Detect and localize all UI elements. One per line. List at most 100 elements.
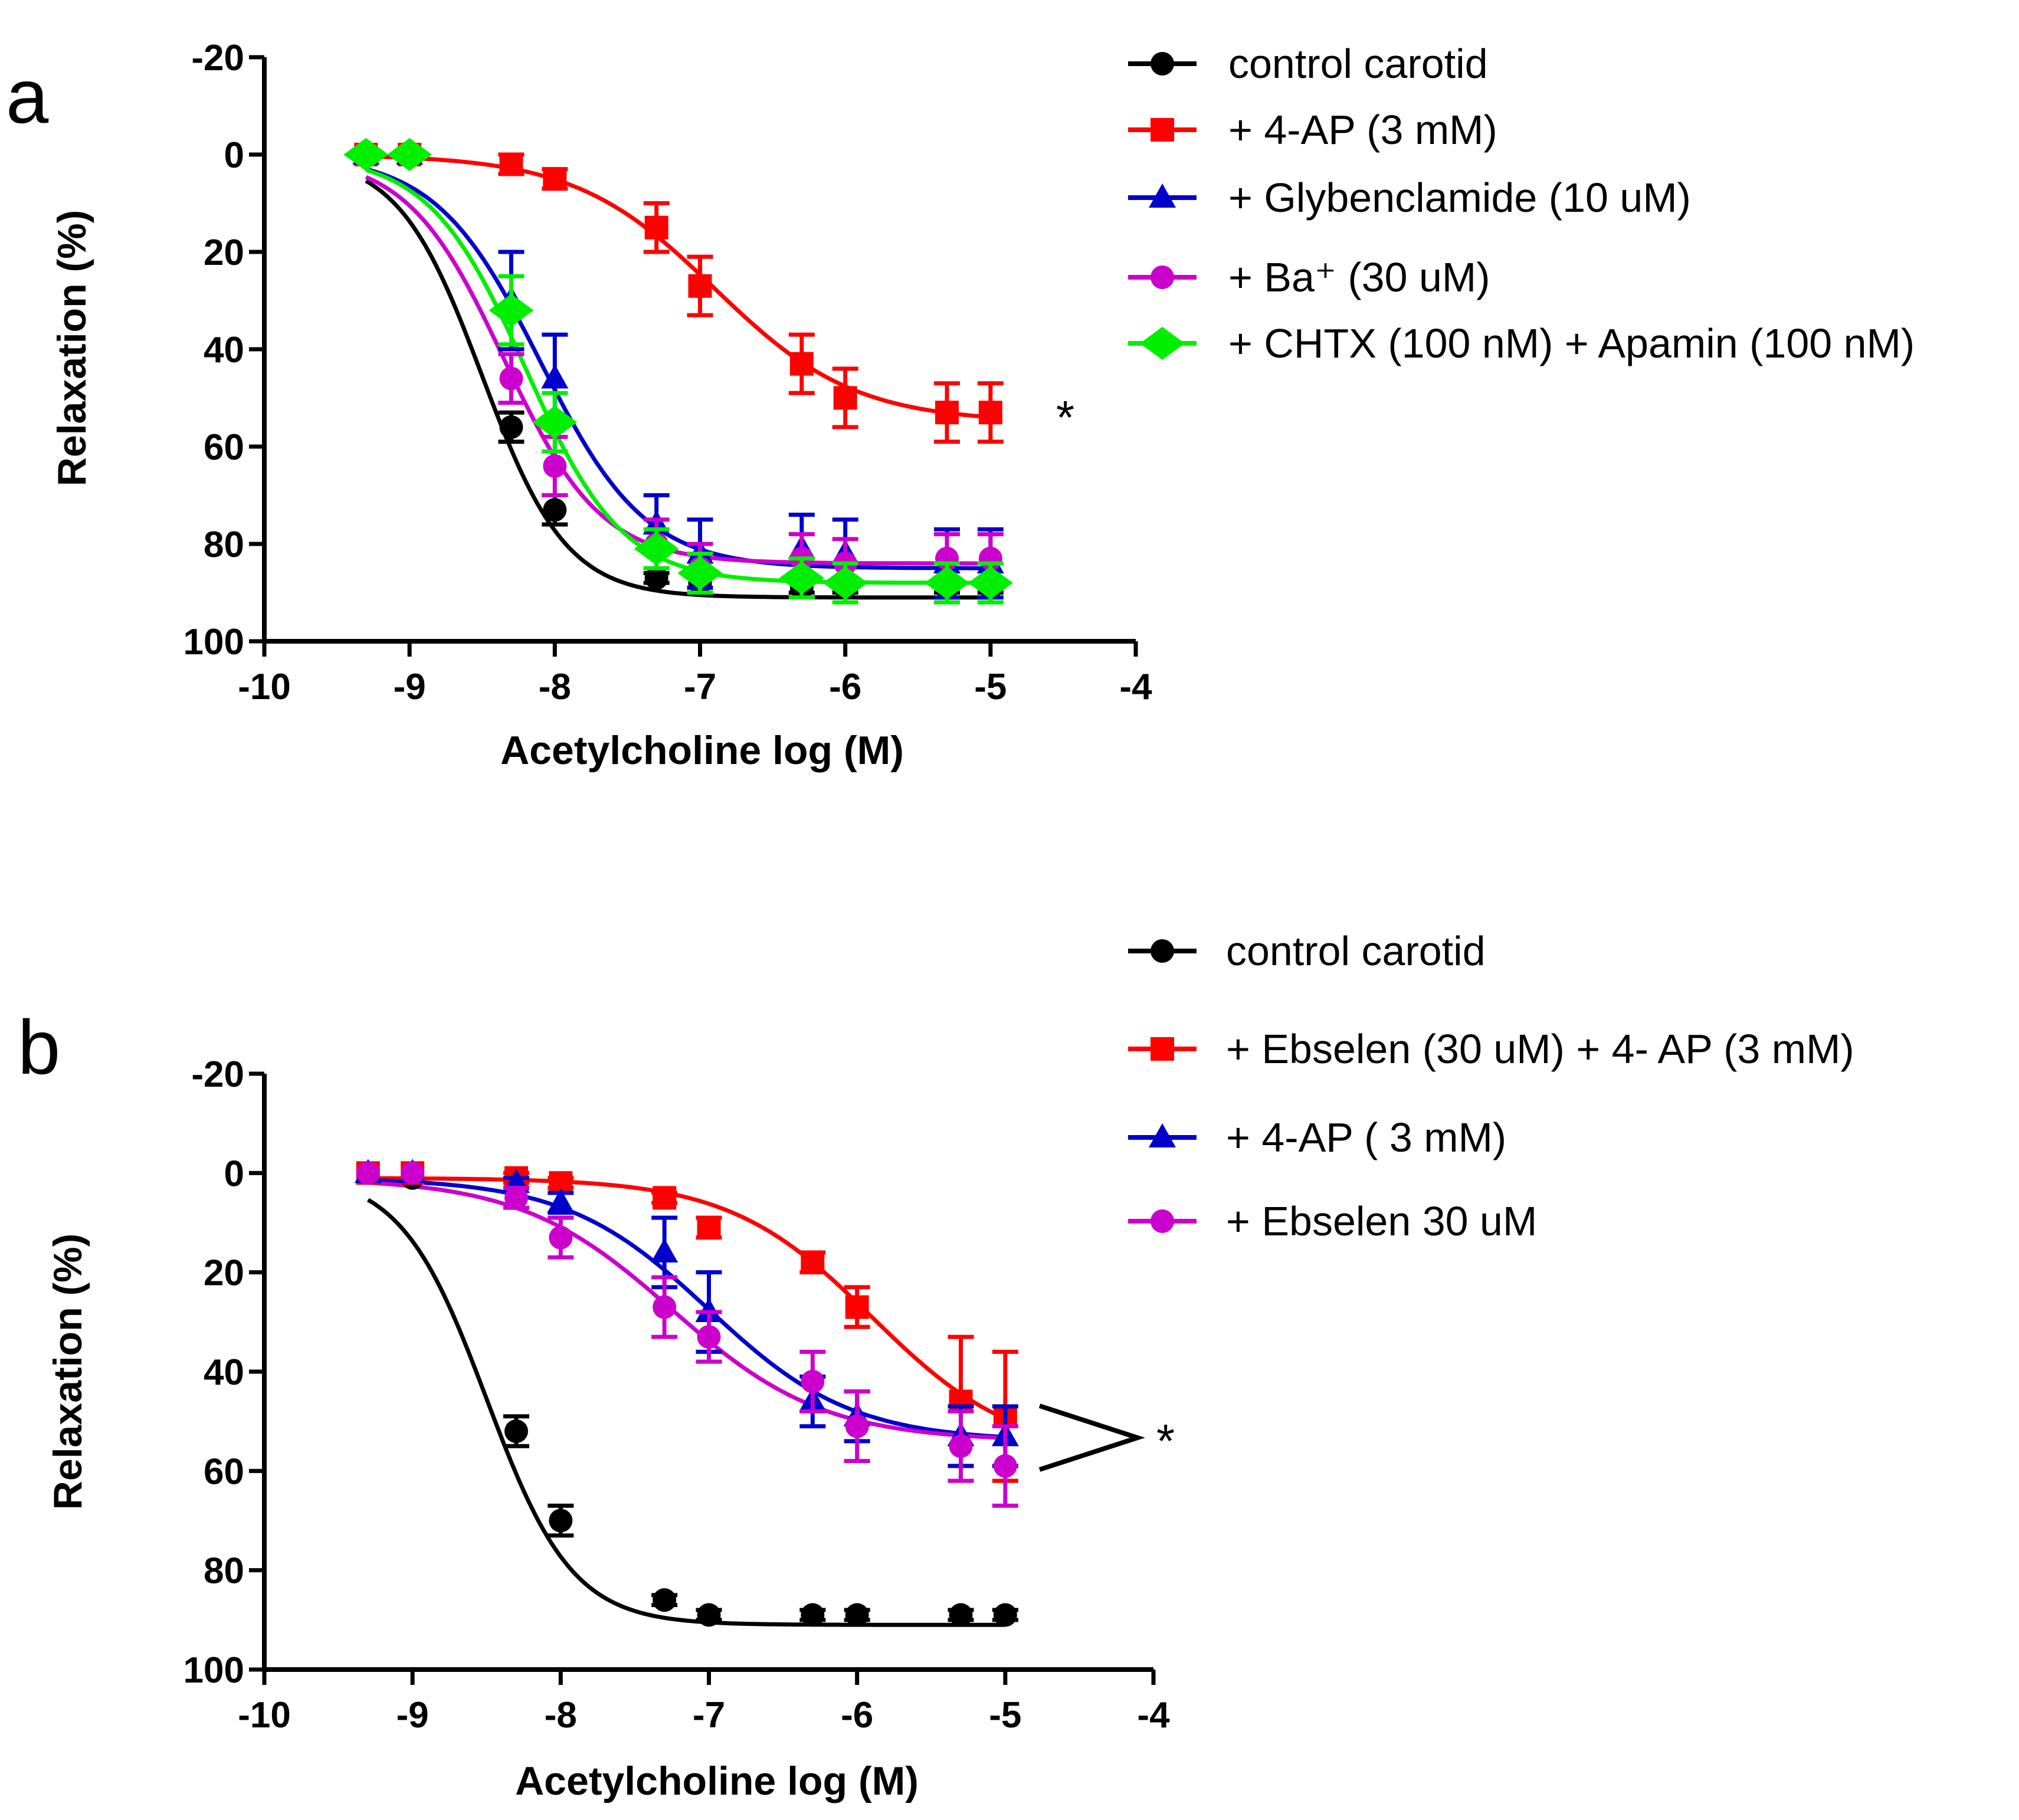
panel-b-y-tick-label-0: 0 bbox=[224, 1153, 244, 1194]
panel-a-x-tick-label--8: -8 bbox=[539, 667, 571, 707]
panel-b-y-tick-label-100: 100 bbox=[183, 1650, 244, 1691]
panel-b-y-axis-title: Relaxation (%) bbox=[45, 1234, 90, 1510]
panel-b-4-ap-3-mm-legend-label: + 4-AP ( 3 mM) bbox=[1226, 1114, 1506, 1160]
panel-b-4-ap-3-mm-fit-curve bbox=[368, 1178, 1006, 1439]
panel-a-chtx-100-nm-apamin-100-nm-point-7 bbox=[822, 566, 868, 599]
panel-a-control-carotid-legend-entry: control carotid bbox=[1128, 41, 1488, 87]
panel-a-data-points bbox=[343, 138, 1013, 605]
panel-b-ebselen-30-um-point-8 bbox=[949, 1434, 973, 1458]
panel-b-ebselen-30-um-legend-entry: + Ebselen 30 uM bbox=[1128, 1198, 1537, 1244]
panel-a-glybenclamide-10-um-point-3 bbox=[541, 364, 569, 389]
panel-b-data-points bbox=[354, 1159, 1019, 1627]
panel-b-4-ap-3-mm-legend-entry: + 4-AP ( 3 mM) bbox=[1128, 1114, 1506, 1160]
panel-a-x-tick-label--6: -6 bbox=[829, 667, 861, 707]
panel-b-letter: b bbox=[18, 1004, 60, 1090]
panel-a-4-ap-3-mm-point-9 bbox=[978, 401, 1002, 425]
panel-a-ba-30-um-legend-label: + Ba⁺ (30 uM) bbox=[1228, 254, 1490, 300]
panel-b-4-ap-3-mm-legend-marker bbox=[1149, 1123, 1176, 1147]
panel-b-control-carotid-point-2 bbox=[504, 1419, 528, 1443]
panel-a-y-tick-label-80: 80 bbox=[204, 524, 244, 565]
panel-a-x-tick-label--7: -7 bbox=[684, 667, 716, 707]
panel-a-x-tick-label--4: -4 bbox=[1119, 667, 1152, 707]
panel-b-4-ap-3-mm-point-3 bbox=[547, 1188, 575, 1213]
panel-a-axes: -20 0 20 40 60 80 100-10 -9 -8 -7 -6 -5 -4 bbox=[183, 38, 1153, 707]
panel-a: a -20 0 20 40 60 80 100-10 -9 -8 -7 -6 -5 -4 Acetylc… bbox=[6, 38, 1915, 773]
panel-b-y-tick-label--20: -20 bbox=[191, 1054, 244, 1095]
panel-a-legend: control carotid + 4-AP (3 mM) + Glybenclam… bbox=[1128, 41, 1915, 366]
panel-b-ebselen-30-um-point-7 bbox=[845, 1414, 869, 1438]
panel-a-x-axis-title: Acetylcholine log (M) bbox=[500, 728, 904, 773]
panel-a-4-ap-3-mm-point-3 bbox=[543, 167, 567, 191]
panel-a-y-tick-label-60: 60 bbox=[204, 427, 244, 468]
panel-a-glybenclamide-10-um-legend-marker bbox=[1149, 183, 1176, 208]
panel-b-y-tick-label-60: 60 bbox=[204, 1451, 244, 1492]
panel-b-x-tick-label--5: -5 bbox=[989, 1695, 1021, 1736]
panel-a-chtx-100-nm-apamin-100-nm-point-2 bbox=[489, 294, 534, 327]
panel-a-4-ap-3-mm-legend-entry: + 4-AP (3 mM) bbox=[1128, 107, 1497, 153]
panel-b-ebselen-30-um-point-5 bbox=[697, 1325, 721, 1349]
panel-a-ba-30-um-point-2 bbox=[499, 366, 523, 391]
panel-a-y-tick-label-40: 40 bbox=[204, 330, 244, 370]
panel-a-chtx-100-nm-apamin-100-nm-point-9 bbox=[968, 566, 1013, 599]
panel-b-significance-bracket bbox=[1038, 1403, 1145, 1472]
panel-b-control-carotid-legend-marker bbox=[1151, 939, 1174, 963]
panel-a-4-ap-3-mm-legend-marker bbox=[1151, 118, 1174, 142]
panel-a-4-ap-3-mm-legend-label: + 4-AP (3 mM) bbox=[1228, 107, 1497, 153]
panel-a-y-tick-label--20: -20 bbox=[191, 38, 244, 78]
panel-a-y-axis-title: Relaxation (%) bbox=[50, 210, 94, 487]
panel-b-ebselen-30-um-point-1 bbox=[401, 1161, 425, 1185]
panel-a-glybenclamide-10-um-legend-label: + Glybenclamide (10 uM) bbox=[1228, 175, 1691, 221]
panel-b-control-carotid-point-7 bbox=[845, 1603, 869, 1627]
panel-a-chtx-100-nm-apamin-100-nm-point-6 bbox=[779, 561, 824, 595]
panel-b-control-carotid-legend-entry: control carotid bbox=[1128, 928, 1486, 974]
panel-a-4-ap-3-mm-point-6 bbox=[789, 352, 814, 376]
panel-a-ba-30-um-point-3 bbox=[543, 454, 567, 478]
panel-b-x-tick-label--4: -4 bbox=[1137, 1695, 1170, 1736]
panel-b-x-tick-label--7: -7 bbox=[693, 1695, 725, 1736]
panel-b-ebselen-30-um-4-ap-3-mm-point-4 bbox=[653, 1186, 677, 1210]
panel-b-fit-curves bbox=[366, 1176, 1007, 1627]
panel-a-control-carotid-legend-label: control carotid bbox=[1228, 41, 1488, 87]
panel-b-control-carotid-point-8 bbox=[949, 1603, 973, 1627]
panel-a-glybenclamide-10-um-fit-curve bbox=[365, 167, 991, 570]
panel-a-chtx-100-nm-apamin-100-nm-point-4 bbox=[634, 532, 679, 566]
panel-b-ebselen-30-um-4-ap-3-mm-legend-entry: + Ebselen (30 uM) + 4- AP (3 mM) bbox=[1128, 1026, 1854, 1072]
panel-b-ebselen-30-um-legend-label: + Ebselen 30 uM bbox=[1226, 1198, 1537, 1244]
panel-a-chtx-100-nm-apamin-100-nm-point-3 bbox=[532, 405, 578, 439]
panel-a-ba-30-um-fit-curve bbox=[365, 175, 991, 566]
panel-a-chtx-100-nm-apamin-100-nm-point-1 bbox=[387, 138, 432, 171]
panel-b-y-tick-label-20: 20 bbox=[204, 1253, 244, 1294]
panel-a-chtx-100-nm-apamin-100-nm-point-8 bbox=[924, 566, 969, 599]
panel-b-control-carotid-legend-label: control carotid bbox=[1226, 928, 1486, 974]
panel-a-y-tick-label-0: 0 bbox=[224, 135, 244, 176]
panel-b-ebselen-30-um-point-9 bbox=[993, 1454, 1017, 1478]
panel-a-ba-30-um-legend-entry: + Ba⁺ (30 uM) bbox=[1128, 254, 1490, 300]
panel-a-4-ap-3-mm-point-2 bbox=[499, 152, 523, 176]
panel-b-ebselen-30-um-point-3 bbox=[549, 1225, 573, 1250]
panel-b-significance-star: * bbox=[1156, 1415, 1175, 1467]
panel-a-y-tick-label-20: 20 bbox=[204, 232, 244, 273]
panel-b-x-tick-label--10: -10 bbox=[238, 1695, 291, 1736]
panel-a-fit-curves bbox=[365, 154, 991, 600]
panel-b-ebselen-30-um-4-ap-3-mm-legend-label: + Ebselen (30 uM) + 4- AP (3 mM) bbox=[1226, 1026, 1854, 1072]
panel-a-control-carotid-legend-marker bbox=[1151, 52, 1174, 76]
panel-b-ebselen-30-um-4-ap-3-mm-fit-curve bbox=[368, 1176, 1007, 1421]
panel-b-control-carotid-point-4 bbox=[653, 1588, 677, 1612]
panel-a-4-ap-3-mm-point-5 bbox=[688, 274, 712, 298]
panel-b-ebselen-30-um-4-ap-3-mm-legend-marker bbox=[1151, 1037, 1174, 1061]
panel-b-x-tick-label--8: -8 bbox=[545, 1695, 577, 1736]
panel-a-chtx-100-nm-apamin-100-nm-legend-label: + CHTX (100 nM) + Apamin (100 nM) bbox=[1228, 320, 1915, 366]
panel-b-ebselen-30-um-4-ap-3-mm-point-5 bbox=[697, 1215, 721, 1239]
panel-a-chtx-100-nm-apamin-100-nm-fit-curve bbox=[365, 168, 991, 585]
panel-b-ebselen-30-um-legend-marker bbox=[1151, 1209, 1174, 1233]
panel-b-ebselen-30-um-4-ap-3-mm-point-6 bbox=[801, 1250, 825, 1274]
panel-a-significance-star: * bbox=[1056, 391, 1074, 444]
panel-a-x-tick-label--10: -10 bbox=[238, 667, 291, 707]
panel-b-4-ap-3-mm-point-4 bbox=[651, 1238, 679, 1262]
panel-a-control-carotid-point-4 bbox=[644, 566, 668, 590]
panel-a-chtx-100-nm-apamin-100-nm-point-5 bbox=[677, 556, 723, 590]
panel-b-axes: -20 0 20 40 60 80 100-10 -9 -8 -7 -6 -5 -4 bbox=[183, 1054, 1171, 1736]
panel-b-control-carotid-point-6 bbox=[801, 1603, 825, 1627]
